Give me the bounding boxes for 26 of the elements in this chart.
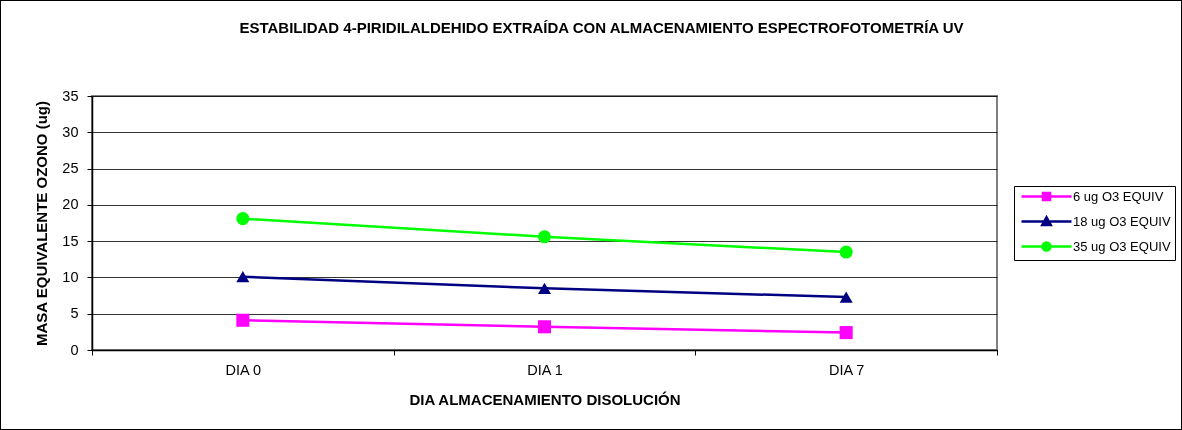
y-tick-label: 10	[62, 268, 79, 285]
point	[839, 291, 853, 303]
point	[839, 326, 853, 340]
point	[537, 282, 552, 294]
legend-label: 35 ug O3 EQUIV	[1073, 238, 1171, 254]
y-tick-label: 25	[62, 160, 79, 177]
point	[236, 271, 250, 283]
y-tick-label: 20	[62, 196, 79, 213]
point	[839, 245, 853, 259]
y-tick-label: 30	[62, 123, 79, 140]
point	[236, 212, 250, 226]
point	[537, 320, 552, 334]
x-tick-label: DIA 1	[527, 361, 563, 378]
legend-label: 6 ug O3 EQUIV	[1073, 188, 1164, 204]
x-tick-label: DIA 7	[828, 361, 865, 378]
chart-title: ESTABILIDAD 4-PIRIDILALDEHIDO EXTRAÍDA CON ALMACENAMIENTO ESPECTROFOTOMETRÍA UV	[239, 19, 964, 36]
point	[537, 230, 552, 244]
y-tick-label: 35	[62, 87, 79, 104]
y-axis-title: MASA EQUIVALENTE OZONO (ug)	[33, 101, 51, 346]
y-tick-label: 15	[62, 232, 79, 249]
legend-label: 18 ug O3 EQUIV	[1073, 213, 1171, 229]
point	[236, 313, 250, 327]
y-tick-label: 5	[70, 305, 79, 322]
x-axis-title: DIA ALMACENAMIENTO DISOLUCIÓN	[409, 391, 681, 408]
y-tick-label: 0	[70, 341, 79, 358]
x-tick-label: DIA 0	[225, 361, 262, 378]
